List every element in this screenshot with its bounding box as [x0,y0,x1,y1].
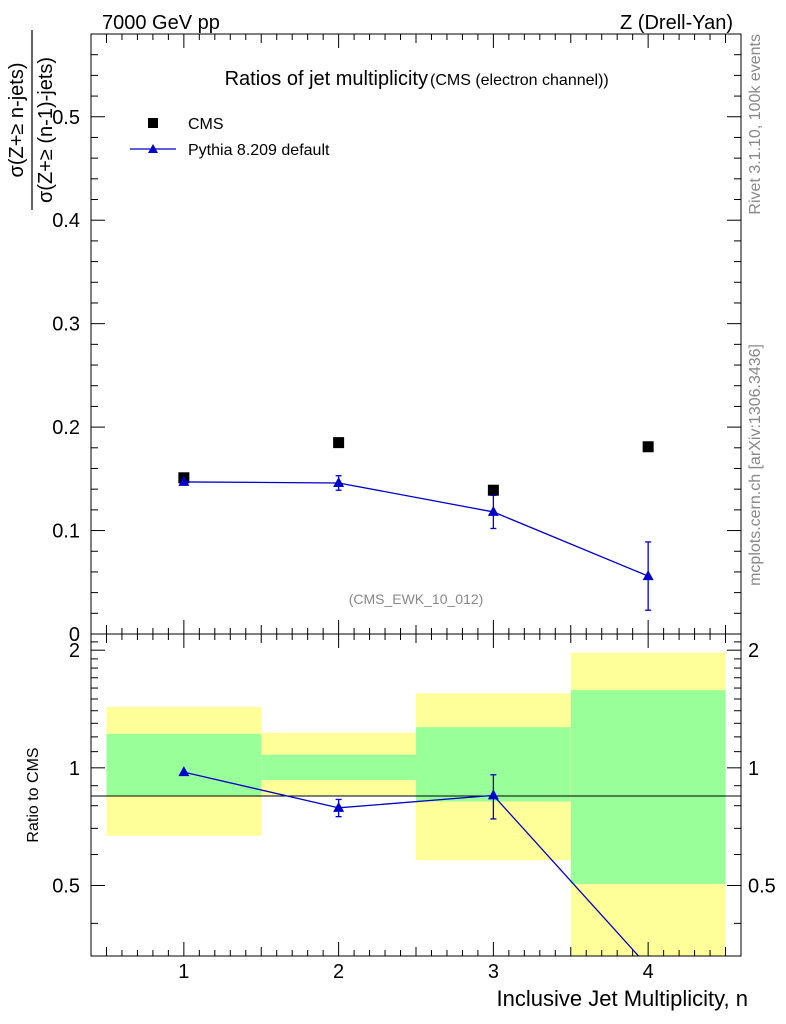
header-right: Z (Drell-Yan) [620,12,733,34]
main-ytick-label: 0.4 [52,210,80,232]
ratio-ytick-label-right: 2 [748,640,759,662]
x-tick-label: 3 [488,961,499,983]
x-tick-label: 2 [333,961,344,983]
ratio-panel: 0.5 0.5 1 1 2 2 1 2 3 4 Ratio to CMS Inclusive J… [25,633,776,1011]
main-subtitle: (CMS (electron channel)) [430,72,609,89]
ratio-band-green [570,690,726,884]
legend-cms-marker [148,118,158,128]
main-panel: Ratios of jet multiplicity (CMS (electro… [6,30,742,646]
main-ytick-label: 0.3 [52,314,80,336]
rivet-label: Rivet 3.1.10, 100k events [747,34,764,215]
main-ytick-label: 0.1 [52,521,80,543]
ratio-pythia-point [333,801,345,812]
pythia-point [178,475,190,486]
main-ytick-label: 0.2 [52,417,80,439]
header-left: 7000 GeV pp [102,12,220,34]
legend-pythia-label: Pythia 8.209 default [188,142,330,159]
main-ytick-label: 0 [69,624,80,646]
cms-point [642,441,654,453]
x-tick-label: 1 [178,961,189,983]
legend-cms-label: CMS [188,116,224,133]
mcplots-label: mcplots.cern.ch [arXiv:1306.3436] [747,344,764,586]
ratio-band-green [106,734,262,796]
watermark: (CMS_EWK_10_012) [349,591,484,607]
cms-point [487,484,499,496]
y-label-numerator: σ(Z+≥ n-jets) [6,63,28,178]
pythia-line [183,481,649,577]
ratio-pythia-point [487,789,499,800]
main-title: Ratios of jet multiplicity [225,68,428,90]
main-ytick-label: 0.5 [52,107,80,129]
ratio-ytick-label-left: 0.5 [52,875,80,897]
y-label-denominator: σ(Z+≥ (n-1)-jets) [35,57,57,203]
x-tick-label: 4 [643,961,654,983]
x-axis-label: Inclusive Jet Multiplicity, n [497,986,748,1011]
ratio-ytick-label-right: 1 [748,758,759,780]
ratio-ytick-label-left: 2 [69,640,80,662]
pythia-point [333,476,345,487]
ratio-y-label: Ratio to CMS [25,747,42,842]
ratio-ytick-label-right: 0.5 [748,875,776,897]
cms-point [333,437,345,449]
ratio-pythia-point [178,766,190,777]
ratio-ytick-label-left: 1 [69,758,80,780]
ratio-pythia-line [183,771,640,956]
pythia-point [487,505,499,516]
pythia-point [642,570,654,581]
ratio-frame [90,633,742,957]
legend-pythia-marker [148,144,158,153]
ratio-band-green [261,754,416,781]
